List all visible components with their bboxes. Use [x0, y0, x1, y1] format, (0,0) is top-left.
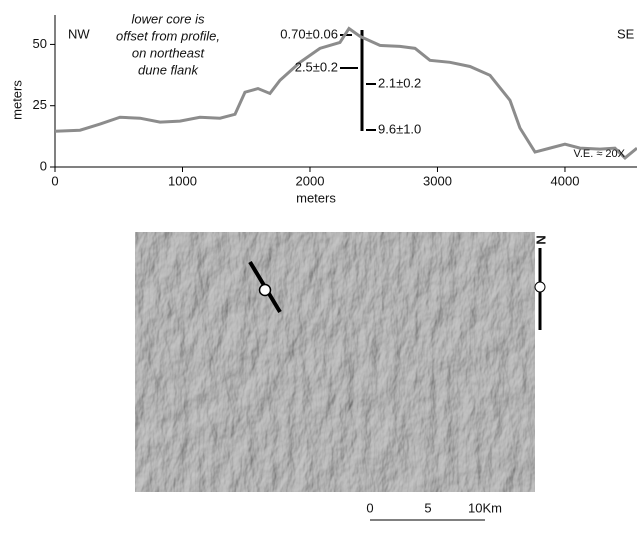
north-label: N — [534, 235, 549, 244]
x-axis-label: meters — [296, 190, 336, 205]
annotation: 0.70±0.06 — [280, 26, 338, 41]
x-tick-label: 3000 — [423, 173, 452, 188]
annotation: lower core is — [132, 11, 205, 26]
hillshade-texture — [135, 232, 535, 492]
x-tick-label: 4000 — [551, 173, 580, 188]
annotation: V.E. ≈ 20X — [574, 148, 626, 160]
annotation: 2.1±0.2 — [378, 75, 421, 90]
x-tick-label: 2000 — [296, 173, 325, 188]
profile-line — [54, 26, 637, 160]
y-tick-label: 50 — [33, 36, 47, 51]
core-location — [258, 283, 272, 297]
annotation: dune flank — [138, 62, 199, 77]
annotation: 9.6±1.0 — [378, 121, 421, 136]
x-tick-label: 0 — [51, 173, 58, 188]
y-axis-label: meters — [9, 80, 24, 120]
annotation: SE — [617, 26, 635, 41]
north-circle — [534, 281, 546, 293]
y-tick-label: 0 — [40, 158, 47, 173]
scale-label: 0 — [366, 500, 373, 515]
annotation: offset from profile, — [116, 28, 220, 43]
annotation: 2.5±0.2 — [295, 59, 338, 74]
x-tick-label: 1000 — [168, 173, 197, 188]
scale-label: 10Km — [468, 500, 502, 515]
annotation: NW — [68, 26, 90, 41]
y-tick-label: 25 — [33, 97, 47, 112]
scale-label: 5 — [424, 500, 431, 515]
annotation: on northeast — [132, 45, 206, 60]
